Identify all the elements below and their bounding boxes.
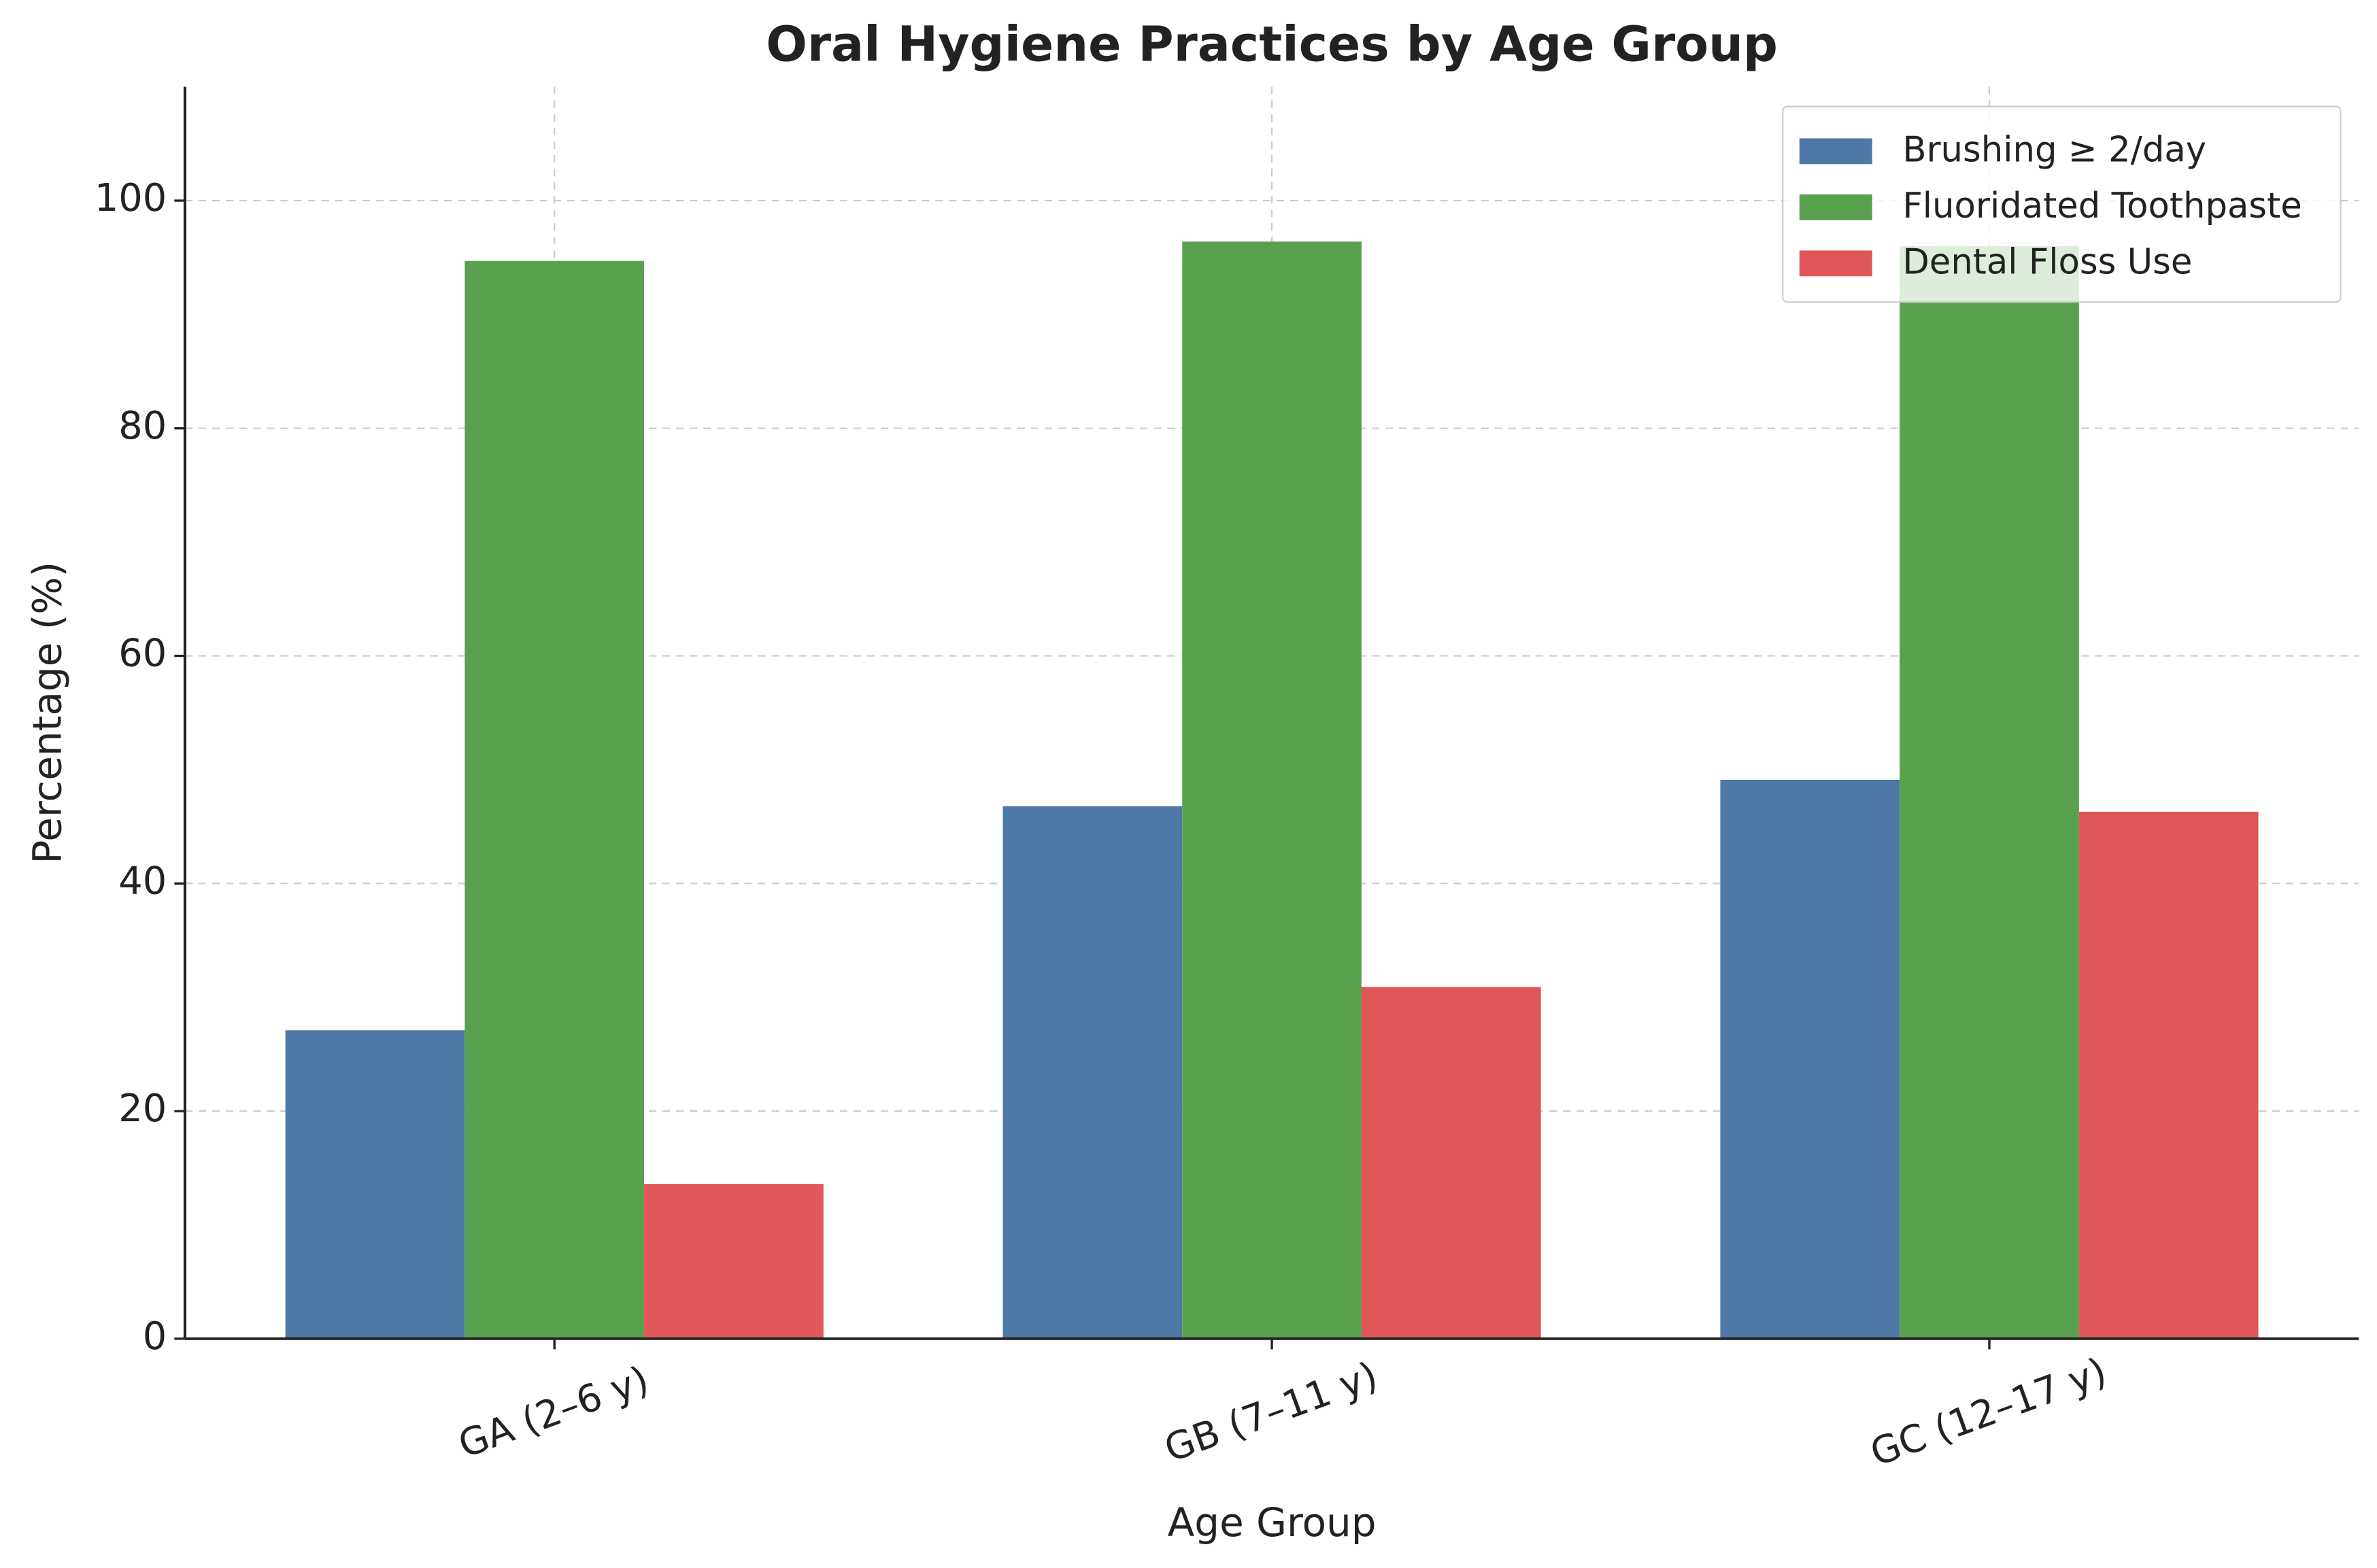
- y-tick-label: 0: [143, 1314, 167, 1359]
- legend-label: Dental Floss Use: [1902, 241, 2192, 282]
- legend-box: [1782, 105, 2342, 303]
- legend-label: Brushing ≥ 2/day: [1902, 130, 2206, 171]
- bar: [1720, 779, 1900, 1339]
- y-tick-label: 80: [118, 404, 167, 448]
- y-tick-label: 100: [95, 176, 167, 220]
- y-tick-label: 60: [118, 632, 167, 676]
- y-tick-label: 40: [118, 859, 167, 903]
- x-tick-label: GB (7–11 y): [1159, 1354, 1383, 1471]
- legend-swatch: [1799, 250, 1872, 277]
- legend-swatch: [1799, 194, 1872, 220]
- bars: [285, 241, 2259, 1339]
- bar: [644, 1184, 824, 1339]
- bar: [465, 260, 645, 1339]
- x-tick-label: GA (2–6 y): [453, 1358, 655, 1467]
- bar: [2078, 811, 2259, 1339]
- legend-swatch: [1799, 138, 1872, 165]
- bar: [1182, 241, 1362, 1339]
- bar: [1900, 246, 2079, 1339]
- chart-title: Oral Hygiene Practices by Age Group: [766, 16, 1778, 72]
- bar: [1361, 987, 1541, 1339]
- x-tick-label: GC (12–17 y): [1865, 1349, 2112, 1475]
- bar: [285, 1030, 465, 1339]
- y-axis-label: Percentage (%): [24, 562, 71, 864]
- x-axis-label: Age Group: [1168, 1499, 1377, 1546]
- legend: Brushing ≥ 2/day Fluoridated Toothpaste De…: [1782, 105, 2342, 303]
- bar: [1002, 806, 1183, 1339]
- y-tick-label: 20: [118, 1087, 167, 1131]
- legend-label: Fluoridated Toothpaste: [1902, 186, 2302, 226]
